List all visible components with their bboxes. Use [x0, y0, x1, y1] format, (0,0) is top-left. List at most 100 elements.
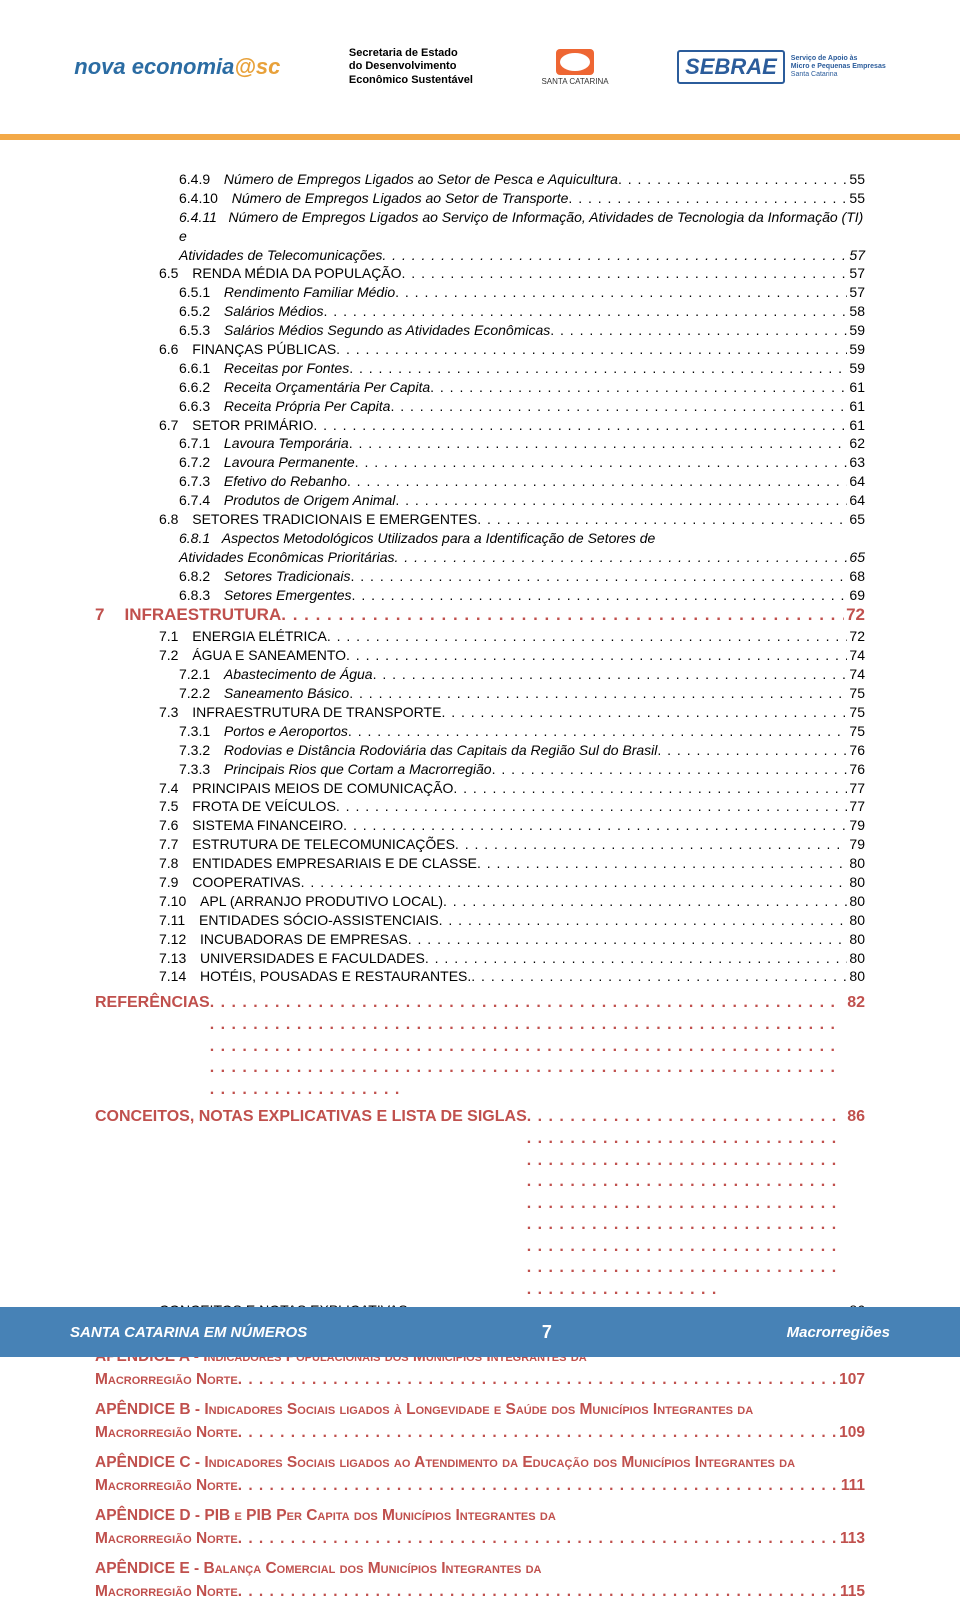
- toc-row: 7.5 FROTA DE VEÍCULOS . . . . . . . . . …: [125, 797, 865, 816]
- sec-line-1: Secretaria de Estado: [349, 47, 458, 59]
- toc-appendix: APÊNDICE E - Balança Comercial dos Munic…: [95, 1558, 865, 1603]
- toc-page: 80: [849, 930, 865, 949]
- toc-page: 80: [849, 967, 865, 986]
- toc-num: 7.2.2: [179, 684, 210, 703]
- toc-num: 6.4.9: [179, 170, 210, 189]
- toc-dots: . . . . . . . . . . . . . . . . . . . . …: [477, 510, 847, 529]
- logo-santa-catarina: SANTA CATARINA: [541, 49, 608, 86]
- toc-title: ENTIDADES EMPRESARIAIS E DE CLASSE: [184, 854, 477, 873]
- toc-row: 7.3 INFRAESTRUTURA DE TRANSPORTE . . . .…: [125, 703, 865, 722]
- toc-row: 6.8 SETORES TRADICIONAIS E EMERGENTES . …: [125, 510, 865, 529]
- toc-dots: . . . . . . . . . . . . . . . . . . . . …: [238, 1369, 837, 1391]
- toc-page: 82: [847, 992, 865, 1014]
- sc-label: SANTA CATARINA: [541, 77, 608, 86]
- toc-row: 6.7.3 Efetivo do Rebanho . . . . . . . .…: [125, 472, 865, 491]
- appendix-tail: Macrorregião Norte: [95, 1369, 238, 1391]
- toc-dots: . . . . . . . . . . . . . . . . . . . . …: [352, 586, 848, 605]
- toc-row: 6.6 FINANÇAS PÚBLICAS . . . . . . . . . …: [125, 340, 865, 359]
- toc-page: 61: [849, 397, 865, 416]
- appendix-tail: Macrorregião Norte: [95, 1422, 238, 1444]
- toc-title: Rendimento Familiar Médio: [216, 283, 395, 302]
- toc-dots: . . . . . . . . . . . . . . . . . . . . …: [382, 246, 847, 265]
- toc-num: 7.8: [159, 854, 178, 873]
- toc-dots: . . . . . . . . . . . . . . . . . . . . …: [471, 967, 847, 986]
- toc-page: 74: [849, 646, 865, 665]
- toc-dots: . . . . . . . . . . . . . . . . . . . . …: [443, 892, 847, 911]
- toc-num: 7.11: [159, 911, 185, 930]
- toc-title: ÁGUA E SANEAMENTO: [184, 646, 346, 665]
- toc-title: Salários Médios: [216, 302, 323, 321]
- logo-secretaria: Secretaria de Estado do Desenvolvimento …: [349, 47, 473, 87]
- footer-page-number: 7: [542, 1322, 552, 1343]
- toc-row: 6.8.2 Setores Tradicionais . . . . . . .…: [125, 567, 865, 586]
- toc-title: APL (ARRANJO PRODUTIVO LOCAL): [192, 892, 443, 911]
- toc-num: 7.5: [159, 797, 178, 816]
- toc-title: Salários Médios Segundo as Atividades Ec…: [216, 321, 550, 340]
- toc-num: 6.5: [159, 264, 178, 283]
- toc-title: INFRAESTRUTURA: [124, 604, 281, 627]
- toc-row: 7.2.2 Saneamento Básico . . . . . . . . …: [125, 684, 865, 703]
- toc-title-tail: Atividades de Telecomunicações: [179, 246, 382, 265]
- toc-dots: . . . . . . . . . . . . . . . . . . . . …: [347, 472, 848, 491]
- toc-row: 6.6.1 Receitas por Fontes . . . . . . . …: [125, 359, 865, 378]
- toc-dots: . . . . . . . . . . . . . . . . . . . . …: [430, 378, 847, 397]
- toc-title: Receitas por Fontes: [216, 359, 349, 378]
- toc-page: 79: [849, 816, 865, 835]
- toc-num: 7.4: [159, 779, 178, 798]
- toc-ref-row: REFERÊNCIAS . . . . . . . . . . . . . . …: [95, 992, 865, 1100]
- toc-title: ENTIDADES SÓCIO-ASSISTENCIAIS: [191, 911, 438, 930]
- logo-sebrae: SEBRAE Serviço de Apoio às Micro e Peque…: [677, 50, 886, 84]
- flag-icon: [556, 49, 594, 75]
- toc-row: 7.14 HOTÉIS, POUSADAS E RESTAURANTES. . …: [125, 967, 865, 986]
- toc-dots: . . . . . . . . . . . . . . . . . . . . …: [355, 453, 848, 472]
- toc-num: 7.3.1: [179, 722, 210, 741]
- toc-title: Produtos de Origem Animal: [216, 491, 395, 510]
- toc-dots: . . . . . . . . . . . . . . . . . . . . …: [336, 340, 847, 359]
- toc-dots: . . . . . . . . . . . . . . . . . . . . …: [351, 567, 848, 586]
- sebrae-box: SEBRAE: [677, 50, 785, 84]
- toc-title: RENDA MÉDIA DA POPULAÇÃO: [184, 264, 401, 283]
- toc-row: 7.3.1 Portos e Aeroportos . . . . . . . …: [125, 722, 865, 741]
- toc-title: CONCEITOS, NOTAS EXPLICATIVAS E LISTA DE…: [95, 1106, 527, 1128]
- toc-title: 6.4.11 Número de Empregos Ligados ao Ser…: [179, 208, 865, 246]
- toc-title: Abastecimento de Água: [216, 665, 372, 684]
- toc-page: 64: [849, 491, 865, 510]
- toc-page: 59: [849, 321, 865, 340]
- toc-dots: . . . . . . . . . . . . . . . . . . . . …: [313, 416, 847, 435]
- toc-page: 80: [849, 873, 865, 892]
- toc-num: 6.7.2: [179, 453, 210, 472]
- toc-dots: . . . . . . . . . . . . . . . . . . . . …: [281, 604, 844, 627]
- sec-line-3: Econômico Sustentável: [349, 74, 473, 86]
- toc-row: 6.4.11 Número de Empregos Ligados ao Ser…: [125, 208, 865, 265]
- toc-page: 115: [840, 1581, 865, 1603]
- toc-title: UNIVERSIDADES E FACULDADES: [192, 949, 425, 968]
- footer: SANTA CATARINA EM NÚMEROS 7 Macrorregiõe…: [0, 1307, 960, 1357]
- toc-row: 6.6.3 Receita Própria Per Capita . . . .…: [125, 397, 865, 416]
- toc-page: 72: [849, 627, 865, 646]
- toc-page: 68: [849, 567, 865, 586]
- toc-page: 69: [849, 586, 865, 605]
- toc-dots: . . . . . . . . . . . . . . . . . . . . …: [238, 1581, 838, 1603]
- toc-num: 7.10: [159, 892, 186, 911]
- logo-at: @sc: [234, 54, 280, 79]
- toc-dots: . . . . . . . . . . . . . . . . . . . . …: [327, 627, 848, 646]
- toc-title: Portos e Aeroportos: [216, 722, 348, 741]
- toc-dots: . . . . . . . . . . . . . . . . . . . . …: [395, 283, 847, 302]
- toc-page: 80: [849, 911, 865, 930]
- toc-title: SETOR PRIMÁRIO: [184, 416, 313, 435]
- toc-dots: . . . . . . . . . . . . . . . . . . . . …: [425, 949, 848, 968]
- toc-row: 7.10 APL (ARRANJO PRODUTIVO LOCAL) . . .…: [125, 892, 865, 911]
- toc-page: 113: [840, 1528, 865, 1550]
- toc-page: 55: [849, 170, 865, 189]
- toc-num: 6.8.3: [179, 586, 210, 605]
- toc-title: FROTA DE VEÍCULOS: [184, 797, 335, 816]
- toc-page: 76: [849, 741, 865, 760]
- seb-l2: Micro e Pequenas Empresas: [791, 63, 886, 70]
- toc-page: 109: [839, 1422, 865, 1444]
- toc-num: 6.7: [159, 416, 178, 435]
- toc-title: 6.8.1 Aspectos Metodológicos Utilizados …: [179, 529, 865, 548]
- toc-row: 6.4.10 Número de Empregos Ligados ao Set…: [125, 189, 865, 208]
- toc-title: Receita Orçamentária Per Capita: [216, 378, 430, 397]
- toc-row: 6.8.1 Aspectos Metodológicos Utilizados …: [125, 529, 865, 567]
- toc-dots: . . . . . . . . . . . . . . . . . . . . …: [349, 359, 847, 378]
